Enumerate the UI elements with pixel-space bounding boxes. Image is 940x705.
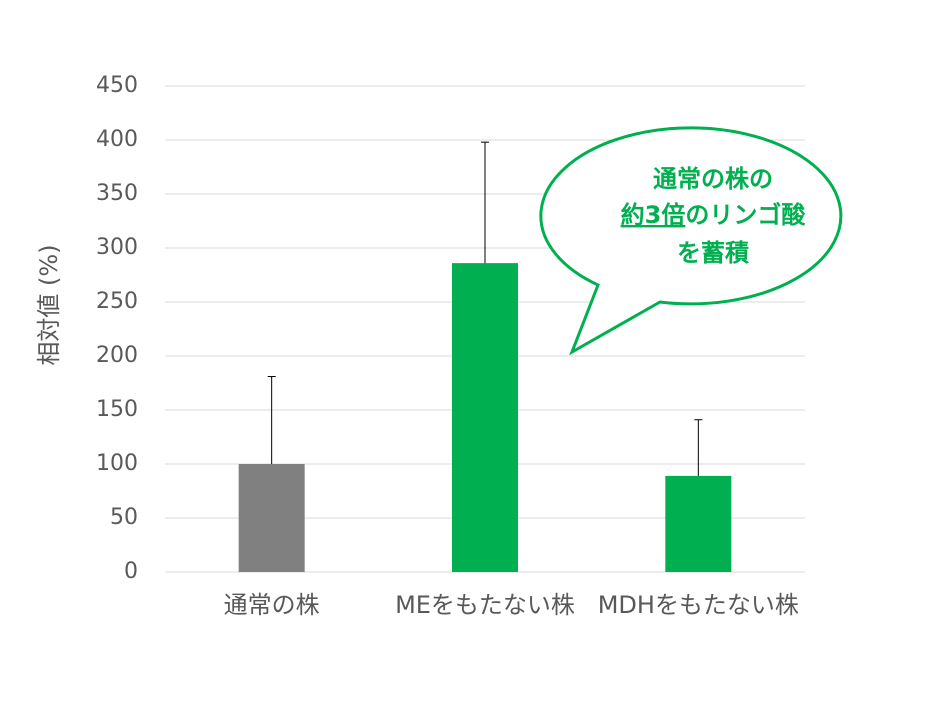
- y-tick-label: 0: [124, 559, 138, 584]
- y-tick-label: 300: [96, 235, 138, 260]
- x-tick-label: MEをもたない株: [395, 591, 575, 619]
- bar: [238, 464, 305, 572]
- y-tick-label: 400: [96, 127, 138, 152]
- bar: [665, 475, 732, 572]
- callout-line: を蓄積: [677, 239, 749, 267]
- bar: [452, 263, 518, 572]
- callout-line: 約3倍のリンゴ酸: [621, 201, 807, 229]
- callout-line: 通常の株の: [653, 165, 773, 193]
- y-axis-label: 相対値 (%): [35, 244, 63, 365]
- y-tick-label: 200: [96, 343, 138, 368]
- y-tick-label: 450: [96, 73, 138, 98]
- y-tick-label: 100: [96, 451, 138, 476]
- callout-highlight: 約3倍: [621, 201, 686, 229]
- y-tick-label: 350: [96, 181, 138, 206]
- y-tick-label: 250: [96, 289, 138, 314]
- x-tick-label: 通常の株: [224, 591, 320, 619]
- callout-text: のリンゴ酸: [685, 201, 806, 229]
- callout-bubble: [539, 126, 843, 356]
- y-tick-label: 150: [96, 397, 138, 422]
- x-tick-label: MDHをもたない株: [598, 591, 799, 619]
- y-tick-label: 50: [110, 505, 138, 530]
